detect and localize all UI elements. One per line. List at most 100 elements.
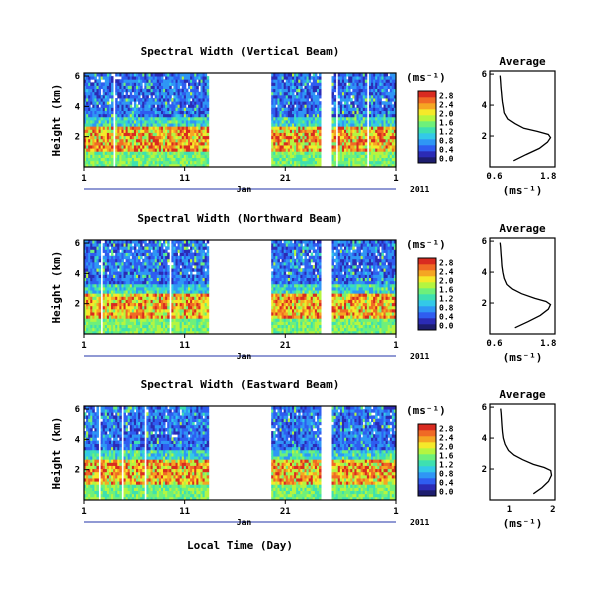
heatmap-cell: [387, 79, 391, 83]
heatmap-cell: [123, 308, 126, 313]
heatmap-cell: [285, 76, 289, 80]
heatmap-cell: [148, 157, 151, 162]
heatmap-cell: [113, 302, 116, 307]
heatmap-cell: [150, 120, 154, 124]
heatmap-cell: [108, 265, 112, 269]
heatmap-cell: [287, 104, 291, 108]
heatmap-cell: [360, 110, 364, 115]
heatmap-cell: [169, 123, 172, 127]
heatmap-cell: [331, 76, 334, 80]
heatmap-cell: [160, 107, 164, 111]
heatmap-cell: [169, 116, 172, 121]
heatmap-cell: [90, 261, 93, 266]
heatmap-cell: [136, 85, 139, 90]
heatmap-cell: [88, 274, 91, 278]
heatmap-cell: [200, 104, 203, 108]
heatmap-cell: [111, 116, 114, 121]
heatmap-cell: [88, 94, 91, 99]
heatmap-cell: [102, 151, 106, 155]
heatmap-cell: [150, 123, 154, 127]
heatmap-cell: [387, 91, 391, 96]
heatmap-cell: [279, 101, 282, 105]
heatmap-cell: [154, 129, 158, 133]
heatmap-cell: [183, 98, 187, 102]
heatmap-cell: [146, 107, 149, 111]
heatmap-cell: [194, 148, 197, 152]
heatmap-cell: [148, 98, 151, 102]
heatmap-cell: [294, 98, 297, 102]
heatmap-cell: [86, 76, 89, 80]
heatmap-cell: [294, 141, 297, 146]
heatmap-cell: [154, 91, 158, 96]
heatmap-cell: [344, 113, 347, 118]
heatmap-cell: [344, 129, 347, 133]
heatmap-cell: [190, 88, 193, 93]
heatmap-cell: [179, 107, 183, 111]
heatmap-cell: [271, 107, 274, 111]
heatmap-cell: [192, 98, 195, 102]
heatmap-cell: [90, 113, 93, 118]
heatmap-cell: [125, 135, 129, 140]
heatmap-cell: [194, 98, 197, 102]
heatmap-cell: [117, 160, 120, 165]
heatmap-cell: [92, 330, 95, 335]
heatmap-cell: [156, 154, 160, 158]
heatmap-cell: [142, 160, 145, 165]
heatmap-cell: [379, 91, 382, 96]
heatmap-cell: [179, 151, 183, 155]
heatmap-cell: [308, 113, 312, 118]
heatmap-cell: [111, 123, 114, 127]
heatmap-cell: [202, 132, 206, 137]
heatmap-cell: [350, 157, 353, 162]
heatmap-cell: [121, 151, 124, 155]
heatmap-cell: [90, 243, 93, 247]
heatmap-cell: [368, 94, 372, 99]
heatmap-cell: [148, 113, 151, 118]
heatmap-cell: [310, 113, 314, 118]
heatmap-cell: [98, 135, 102, 140]
heatmap-cell: [171, 151, 174, 155]
heatmap-cell: [179, 154, 183, 158]
heatmap-cell: [86, 277, 89, 282]
heatmap-cell: [387, 138, 391, 143]
heatmap-cell: [88, 101, 91, 105]
heatmap-cell: [113, 258, 116, 263]
heatmap-cell: [125, 98, 129, 102]
heatmap-cell: [310, 110, 314, 115]
heatmap-cell: [163, 141, 166, 146]
heatmap-cell: [304, 107, 307, 111]
heatmap-cell: [90, 151, 93, 155]
heatmap-cell: [333, 104, 337, 108]
heatmap-cell: [285, 113, 289, 118]
heatmap-cell: [106, 98, 110, 102]
heatmap-cell: [148, 151, 151, 155]
heatmap-cell: [160, 163, 164, 168]
heatmap-cell: [123, 315, 126, 319]
heatmap-cell: [375, 120, 378, 124]
heatmap-cell: [391, 129, 395, 133]
heatmap-cell: [308, 110, 312, 115]
heatmap-cell: [171, 132, 174, 137]
heatmap-cell: [96, 287, 99, 291]
heatmap-cell: [192, 148, 195, 152]
heatmap-cell: [165, 116, 168, 121]
heatmap-cell: [98, 312, 102, 316]
heatmap-cell: [316, 129, 320, 133]
heatmap-cell: [92, 318, 95, 322]
heatmap-cell: [312, 91, 316, 96]
heatmap-cell: [279, 85, 282, 90]
heatmap-cell: [163, 126, 166, 130]
heatmap-cell: [119, 302, 122, 307]
heatmap-cell: [90, 305, 93, 310]
heatmap-cell: [346, 107, 349, 111]
heatmap-cell: [169, 110, 172, 115]
heatmap-cell: [102, 113, 106, 118]
heatmap-cell: [123, 265, 126, 269]
heatmap-cell: [391, 163, 395, 168]
heatmap-cell: [373, 116, 376, 121]
heatmap-cell: [316, 145, 320, 149]
heatmap-cell: [319, 145, 322, 149]
heatmap-cell: [113, 324, 116, 329]
heatmap-cell: [121, 107, 124, 111]
heatmap-cell: [121, 277, 124, 282]
